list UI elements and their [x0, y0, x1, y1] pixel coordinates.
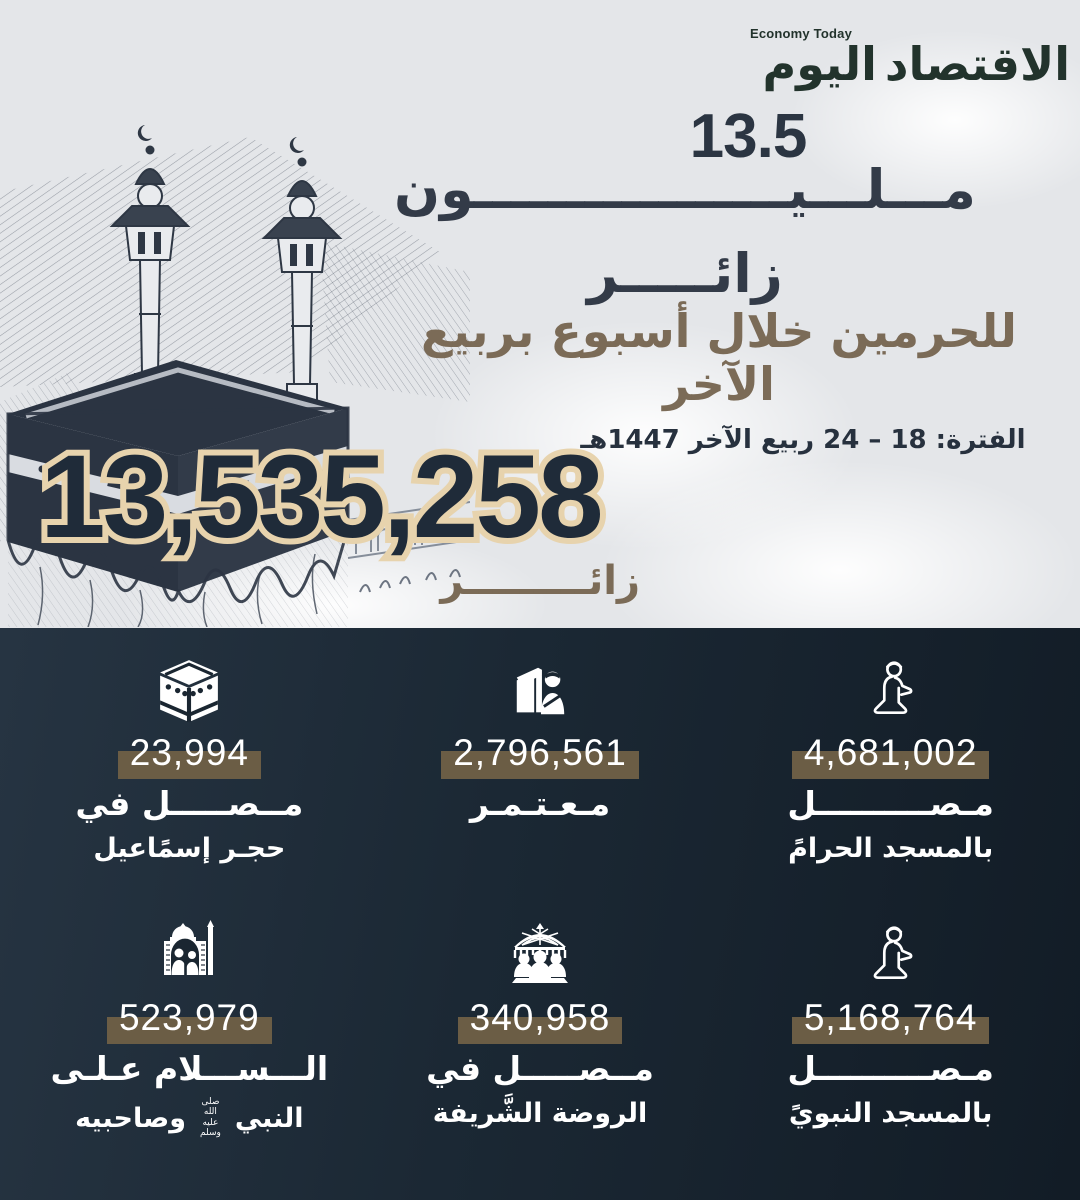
brand-name-english: Economy Today — [749, 26, 852, 41]
stat-sublabel: الروضة الشَّريفة — [432, 1097, 648, 1129]
stat-label: مـصــــــــــل — [787, 784, 994, 823]
stat-label: مـصــــــــــل — [787, 1049, 994, 1089]
rawdah-canopy-icon — [365, 915, 716, 987]
stat-label: مــصـــــل في — [426, 1049, 654, 1089]
headline-13-5: 13.5 — [689, 102, 808, 171]
stat-masjid-nabawi: 5,168,764 مـصــــــــــل بالمسجد النبويً — [715, 915, 1066, 1138]
stat-label: الـــســـلام عـلـى — [50, 1049, 329, 1089]
stat-sublabel: بالمسجد الحرامً — [788, 832, 994, 864]
stat-number: 2,796,561 — [441, 732, 639, 779]
praying-person-icon — [715, 915, 1066, 987]
kaaba-sketch-illustration — [0, 125, 470, 627]
stat-masjid-haram: 4,681,002 مـصــــــــــل بالمسجد الحرامً — [715, 650, 1066, 865]
stat-number: 23,994 — [117, 732, 261, 779]
headline-million-visitors: مـــلـــيـــــــــــــــــون زائـــــر 1… — [358, 106, 1080, 315]
period-label: الفترة: 18 – 24 ربيع الآخر 1447هـ — [580, 425, 1026, 456]
number-highlight-bar — [791, 751, 990, 779]
number-highlight-bar — [457, 1016, 623, 1045]
total-visitors-unit: زائـــــــــر — [440, 558, 640, 604]
number-highlight-bar — [117, 751, 261, 779]
cloud-decoration — [600, 460, 1080, 628]
mosque-visitors-icon — [14, 915, 365, 987]
stat-number: 5,168,764 — [791, 997, 990, 1045]
stats-row-1: 4,681,002 مـصــــــــــل بالمسجد الحرامً — [0, 628, 1080, 865]
stat-rawdah: 340,958 مــصـــــل في الروضة الشَّريفة — [365, 915, 716, 1138]
brand-name-arabic: الاقتصاد اليوم — [762, 37, 1071, 91]
headline-subtitle: للحرمين خلال أسبوع بربيع الآخر — [421, 304, 1017, 412]
cloud-decoration — [790, 30, 1080, 210]
praying-person-icon — [715, 650, 1066, 722]
stat-label: مـعـتـمـر — [469, 784, 611, 823]
number-highlight-bar — [441, 751, 639, 779]
stat-umrah: 2,796,561 مـعـتـمـر — [365, 650, 716, 865]
stats-row-2: 5,168,764 مـصــــــــــل بالمسجد النبويً — [0, 865, 1080, 1138]
umrah-pilgrim-icon — [365, 650, 716, 722]
headline: مـــلـــيـــــــــــــــــون زائـــــر 1… — [358, 106, 1080, 456]
stat-sublabel: حجـر إسمًاعيل — [93, 832, 286, 864]
stat-number: 523,979 — [106, 997, 272, 1045]
stat-number: 4,681,002 — [791, 732, 990, 779]
stats-section: 4,681,002 مـصــــــــــل بالمسجد الحرامً — [0, 628, 1080, 1200]
stat-sublabel: النبي صلى الله عليه وسلم وصاحبيه — [75, 1096, 304, 1138]
headline-line1-text: مـــلـــيـــــــــــــــــون زائـــــر — [394, 158, 976, 305]
salawat-ligature: صلى الله عليه وسلم — [199, 1096, 221, 1138]
stat-label: مــصـــــل في — [75, 784, 304, 823]
stat-sublabel: بالمسجد النبويً — [788, 1097, 993, 1129]
total-visitors-block: 13,535,258 13,535,258 زائـــــــــر — [0, 431, 1080, 604]
total-visitors-number: 13,535,258 13,535,258 — [34, 431, 610, 563]
kaaba-icon — [14, 650, 365, 722]
stat-number: 340,958 — [457, 997, 623, 1045]
hero-section: Economy Today الاقتصاد اليوم مـــلـــيــ… — [0, 26, 1080, 628]
number-highlight-bar — [791, 1016, 990, 1045]
stat-salam-prophet: 523,979 الـــســـلام عـلـى النبي صلى الل… — [14, 915, 365, 1138]
number-highlight-bar — [106, 1016, 272, 1045]
stat-hijr-ismail: 23,994 مــصـــــل في حجـر إسمًاعيل — [14, 650, 365, 865]
brand-logo: Economy Today الاقتصاد اليوم — [749, 26, 1071, 91]
